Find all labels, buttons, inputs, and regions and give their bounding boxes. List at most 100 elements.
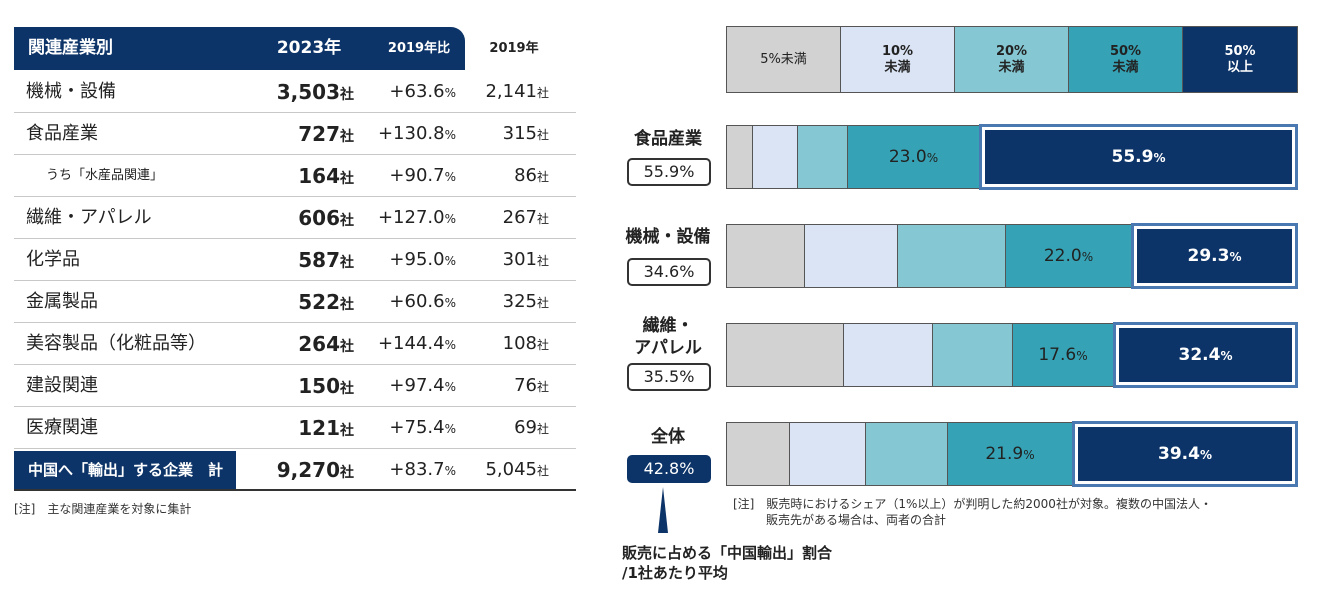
companies-2023: 121社 [298, 416, 354, 440]
chart-note-line-1: [注] 販売時におけるシェア（1%以上）が判明した約2000社が対象。複数の中国… [733, 497, 1212, 511]
unit-percent: % [444, 254, 456, 268]
companies-2023: 9,270社 [276, 458, 354, 482]
legend-item: 50% 以上 [1183, 27, 1297, 92]
unit-company: 社 [536, 380, 549, 394]
category-label: 全体 [651, 427, 685, 447]
percent-suffix: % [1153, 151, 1166, 165]
change-vs-2019: +95.0% [389, 249, 456, 270]
pointer-label: 販売に占める「中国輸出」割合/1社あたり平均 [622, 544, 833, 582]
bar-segment-highlight: 39.4% [1072, 421, 1298, 487]
table-row: 医療関連 121社 +75.4% 69社 [14, 407, 576, 449]
companies-2019: 86社 [514, 165, 549, 186]
segment-value-label: 32.4% [1178, 345, 1233, 365]
unit-percent: % [444, 422, 456, 436]
unit-percent: % [444, 86, 456, 100]
bar-segment-highlight: 29.3% [1131, 223, 1298, 289]
companies-2019: 76社 [514, 375, 549, 396]
percent-suffix: % [1023, 448, 1035, 462]
companies-2019: 108社 [502, 333, 549, 354]
industry-name: 金属製品 [26, 291, 98, 312]
percent-suffix: % [1081, 250, 1094, 264]
table-row: 金属製品 522社 +60.6% 325社 [14, 281, 576, 323]
chart-note-line-2: 販売先がある場合は、両者の合計 [766, 513, 947, 527]
unit-company: 社 [340, 297, 354, 313]
unit-percent: % [444, 338, 456, 352]
industry-name: 機械・設備 [26, 81, 116, 102]
bar-segment-highlight: 55.9% [979, 124, 1298, 190]
legend-item: 20% 未満 [955, 27, 1069, 92]
bar-segment [804, 224, 898, 288]
bar-segment: 17.6% [1012, 323, 1114, 387]
segment-value-label: 21.9% [985, 444, 1035, 464]
bar-segment [797, 125, 848, 189]
unit-company: 社 [536, 86, 549, 100]
table-row: 食品産業 727社 +130.8% 315社 [14, 113, 576, 155]
table-row: 化学品 587社 +95.0% 301社 [14, 239, 576, 281]
companies-2023: 3,503社 [276, 80, 354, 104]
companies-2023: 606社 [298, 206, 354, 230]
unit-company: 社 [340, 255, 354, 271]
unit-percent: % [444, 170, 456, 184]
segment-value-label: 29.3% [1187, 246, 1242, 266]
header-2019: 2019年 [489, 41, 539, 56]
industry-name: 中国へ「輸出」する企業 計 [28, 461, 224, 479]
change-vs-2019: +83.7% [389, 459, 456, 480]
total-label-background [14, 451, 236, 489]
category-average-badge: 34.6% [627, 258, 711, 286]
unit-company: 社 [536, 170, 549, 184]
bar-segment [843, 323, 933, 387]
companies-2019: 267社 [502, 207, 549, 228]
segment-value-label: 17.6% [1038, 345, 1088, 365]
category-average-badge: 55.9% [627, 158, 711, 186]
change-vs-2019: +90.7% [389, 165, 456, 186]
chart-note: [注] 販売時におけるシェア（1%以上）が判明した約2000社が対象。複数の中国… [733, 496, 1212, 528]
segment-value-label: 55.9% [1111, 147, 1166, 167]
bar-segment: 39.4% [1078, 427, 1292, 481]
bar-segment [789, 422, 866, 486]
unit-company: 社 [536, 254, 549, 268]
chart-legend: 5%未満 10% 未満 20% 未満 50% 未満 50% 以上 [726, 26, 1298, 93]
unit-company: 社 [340, 171, 354, 187]
industry-name: 建設関連 [26, 375, 98, 396]
bar-segment [932, 323, 1013, 387]
unit-company: 社 [340, 213, 354, 229]
category-label: 食品産業 [634, 129, 702, 149]
segment-value-label: 22.0% [1043, 246, 1094, 266]
unit-percent: % [444, 380, 456, 394]
legend-item: 5%未満 [727, 27, 841, 92]
bar-segment: 55.9% [985, 130, 1292, 184]
table-total-row: 中国へ「輸出」する企業 計 9,270社 +83.7% 5,045社 [14, 449, 576, 491]
bar-segment: 32.4% [1119, 328, 1292, 382]
companies-2023: 727社 [298, 122, 354, 146]
unit-percent: % [444, 464, 456, 478]
industry-name: うち「水産品関連」 [46, 168, 164, 183]
companies-2019: 2,141社 [485, 81, 549, 102]
bar-segment: 23.0% [847, 125, 980, 189]
change-vs-2019: +144.4% [377, 333, 456, 354]
change-vs-2019: +75.4% [389, 417, 456, 438]
unit-company: 社 [536, 338, 549, 352]
bar-segment [865, 422, 948, 486]
percent-suffix: % [1220, 349, 1233, 363]
percent-suffix: % [1229, 250, 1242, 264]
header-industry: 関連産業別 [28, 38, 113, 58]
table-row: 繊維・アパレル 606社 +127.0% 267社 [14, 197, 576, 239]
bar-segment [726, 224, 805, 288]
bar-segment [897, 224, 1006, 288]
bar-segment: 22.0% [1005, 224, 1132, 288]
table-row: 機械・設備 3,503社 +63.6% 2,141社 [14, 71, 576, 113]
unit-company: 社 [340, 87, 354, 103]
industry-name: 化学品 [26, 249, 80, 270]
change-vs-2019: +130.8% [377, 123, 456, 144]
companies-2019: 325社 [502, 291, 549, 312]
table-row: 美容製品（化粧品等） 264社 +144.4% 108社 [14, 323, 576, 365]
unit-company: 社 [340, 129, 354, 145]
unit-company: 社 [536, 296, 549, 310]
bar-segment [752, 125, 798, 189]
unit-percent: % [444, 128, 456, 142]
unit-company: 社 [536, 128, 549, 142]
legend-item: 50% 未満 [1069, 27, 1183, 92]
category-label: 機械・設備 [625, 227, 711, 247]
category-label: 繊維・ アパレル [634, 316, 702, 358]
table-row: 建設関連 150社 +97.4% 76社 [14, 365, 576, 407]
